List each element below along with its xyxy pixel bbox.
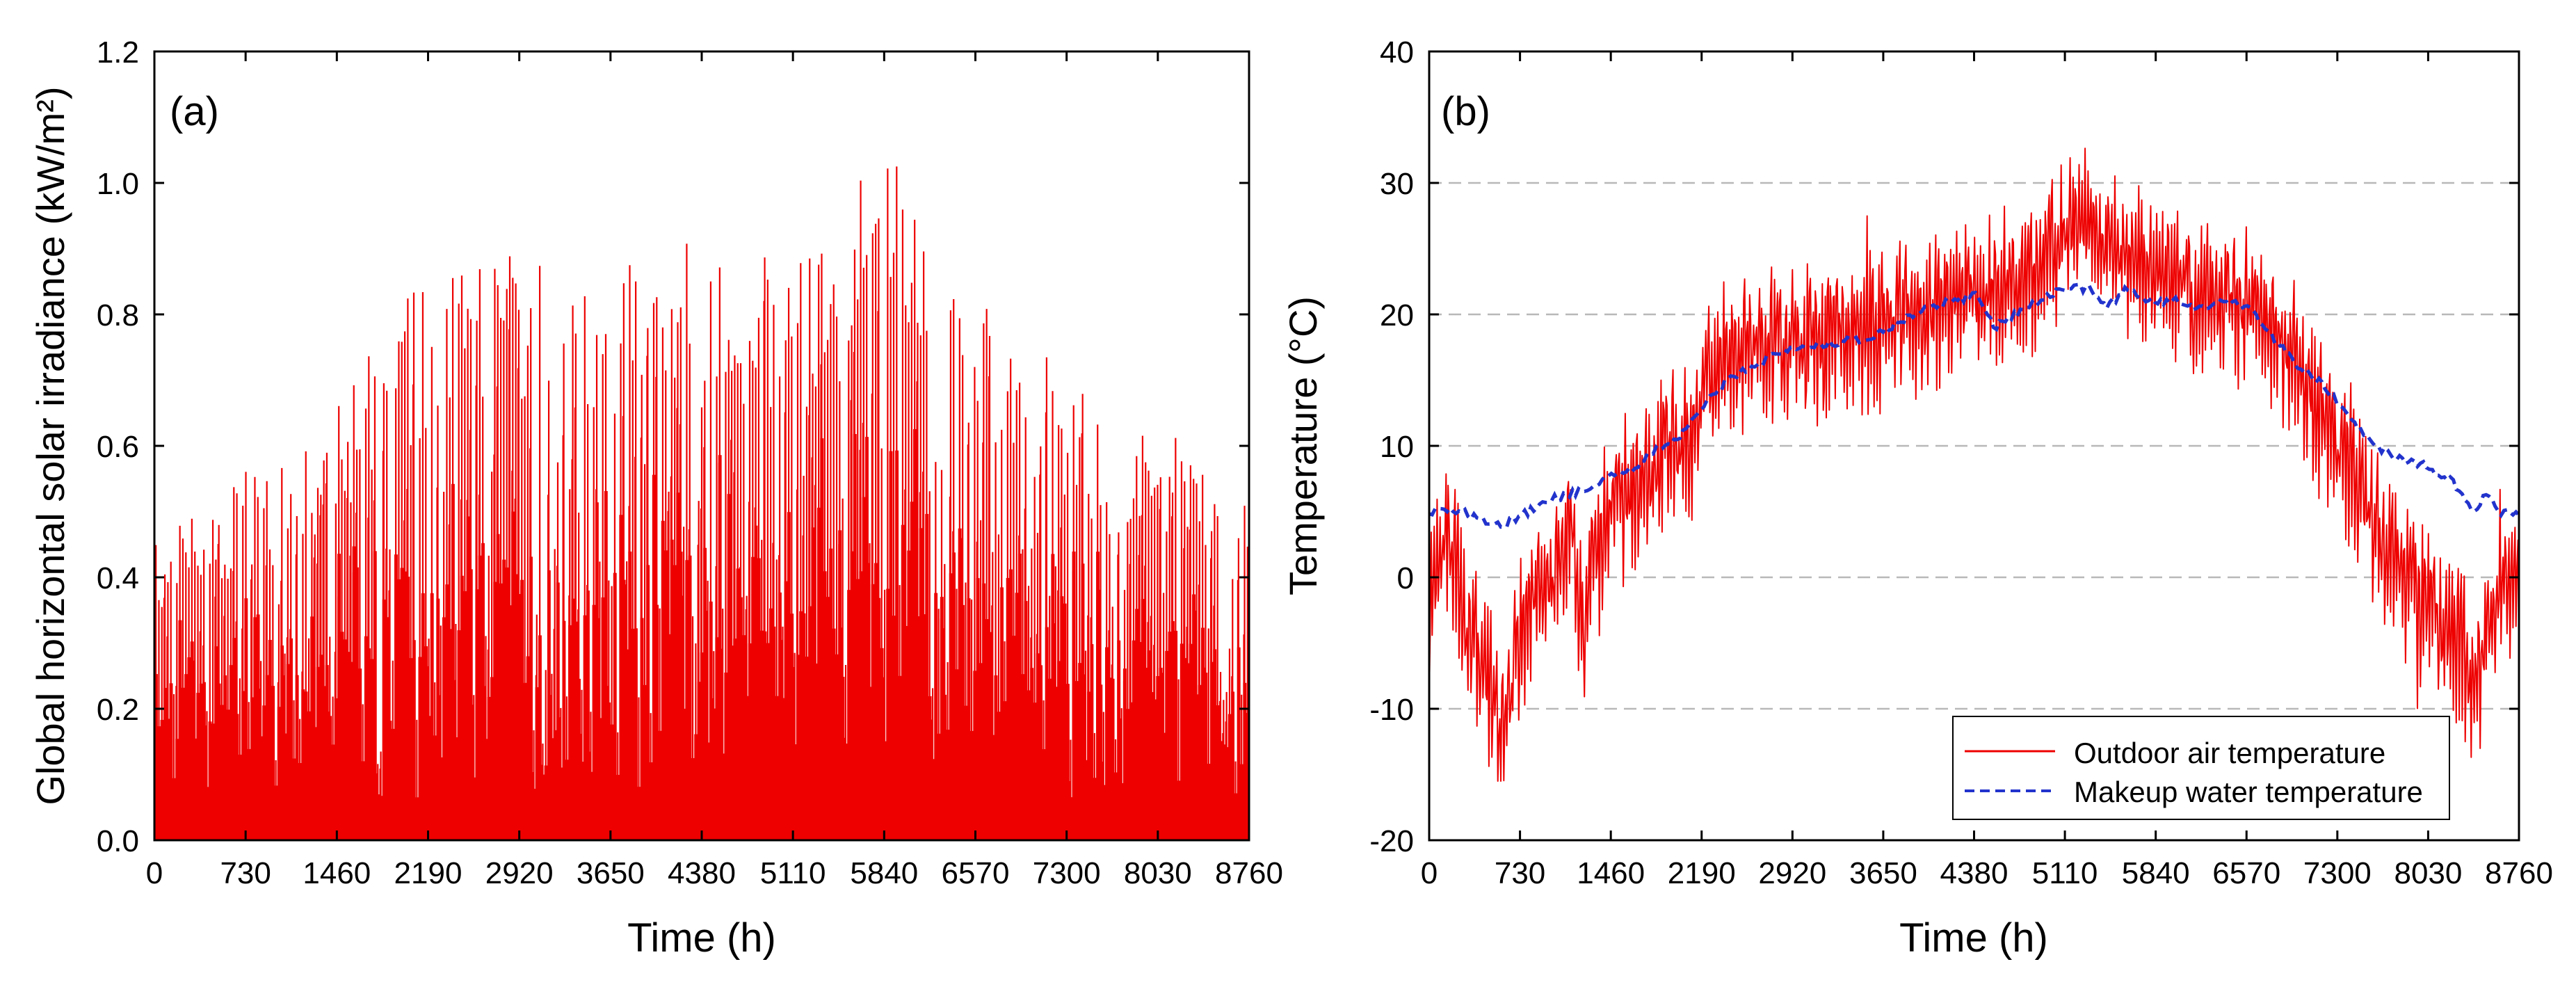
y-tick-label: 1.0 — [97, 167, 139, 201]
panel-b-legend: Outdoor air temperature Makeup water tem… — [1952, 716, 2450, 820]
y-tick-label: 1.2 — [97, 35, 139, 70]
panel-a-irradiance-chart: 0 730 1460 2190 2920 3650 4380 5110 5840 6570 7300… — [29, 35, 1283, 961]
x-tick-label: 0 — [1421, 856, 1438, 890]
y-tick-label: 40 — [1380, 35, 1414, 70]
x-tick-label: 5840 — [850, 856, 918, 890]
panel-b-y-axis-title: Temperature (°C) — [1281, 296, 1325, 595]
x-tick-label: 4380 — [668, 856, 736, 890]
y-tick-label: 0.6 — [97, 430, 139, 464]
x-tick-label: 1460 — [1577, 856, 1645, 890]
y-tick-label: 0 — [1397, 561, 1414, 595]
panel-b-temperature-chart: 0 730 1460 2190 2920 3650 4380 5110 5840 6570 7300… — [1281, 35, 2553, 961]
x-tick-label: 3650 — [1849, 856, 1917, 890]
panel-b-label: (b) — [1441, 89, 1490, 134]
x-tick-label: 2920 — [1758, 856, 1826, 890]
y-tick-label: -20 — [1369, 824, 1414, 858]
x-tick-label: 3650 — [577, 856, 645, 890]
x-tick-label: 4380 — [1940, 856, 2009, 890]
outdoor-air-temperature-line — [1428, 147, 2520, 782]
y-tick-label: 10 — [1380, 430, 1414, 464]
x-tick-label: 1460 — [303, 856, 371, 890]
panel-a-y-axis-title: Global horizontal solar irradiance (kW/m… — [29, 86, 72, 805]
y-tick-label: 30 — [1380, 167, 1414, 201]
y-tick-label: 0.4 — [97, 561, 139, 595]
x-tick-label: 8760 — [1215, 856, 1283, 890]
x-tick-label: 730 — [1495, 856, 1545, 890]
y-tick-label: 0.2 — [97, 693, 139, 727]
x-tick-label: 8760 — [2485, 856, 2553, 890]
x-tick-label: 7300 — [1033, 856, 1101, 890]
x-tick-label: 5110 — [760, 856, 826, 890]
y-tick-label: 0.0 — [97, 824, 139, 858]
x-tick-label: 5840 — [2122, 856, 2190, 890]
panel-b-x-ticks: 0 730 1460 2190 2920 3650 4380 5110 5840 6570 7300… — [1421, 51, 2553, 890]
x-tick-label: 8030 — [2394, 856, 2462, 890]
panel-b-x-axis-title: Time (h) — [1899, 915, 2048, 961]
x-tick-label: 0 — [146, 856, 163, 890]
legend-box — [1952, 716, 2450, 820]
x-tick-label: 6570 — [942, 856, 1010, 890]
panel-b-y-ticks: -20 -10 0 10 20 30 40 — [1369, 35, 2519, 858]
panel-b-gridlines — [1429, 182, 2519, 710]
legend-makeup-label: Makeup water temperature — [2074, 776, 2423, 808]
y-tick-label: 20 — [1380, 298, 1414, 332]
y-tick-label: 0.8 — [97, 298, 139, 332]
x-tick-label: 7300 — [2303, 856, 2372, 890]
x-tick-label: 6570 — [2212, 856, 2280, 890]
x-tick-label: 8030 — [1124, 856, 1192, 890]
panel-a-irradiance-bars — [154, 166, 1250, 840]
panel-a-y-ticks: 0.0 0.2 0.4 0.6 0.8 1.0 1.2 — [97, 35, 1249, 858]
panel-a-x-axis-title: Time (h) — [627, 915, 776, 961]
panel-a-x-ticks: 0 730 1460 2190 2920 3650 4380 5110 5840 6570 7300… — [146, 51, 1283, 890]
makeup-water-temperature-line — [1428, 282, 2520, 529]
x-tick-label: 730 — [220, 856, 271, 890]
x-tick-label: 2920 — [485, 856, 554, 890]
legend-outdoor-label: Outdoor air temperature — [2074, 737, 2385, 769]
x-tick-label: 5110 — [2032, 856, 2098, 890]
panel-a-label: (a) — [170, 89, 219, 134]
x-tick-label: 2190 — [394, 856, 462, 890]
y-tick-label: -10 — [1369, 693, 1414, 727]
x-tick-label: 2190 — [1668, 856, 1736, 890]
